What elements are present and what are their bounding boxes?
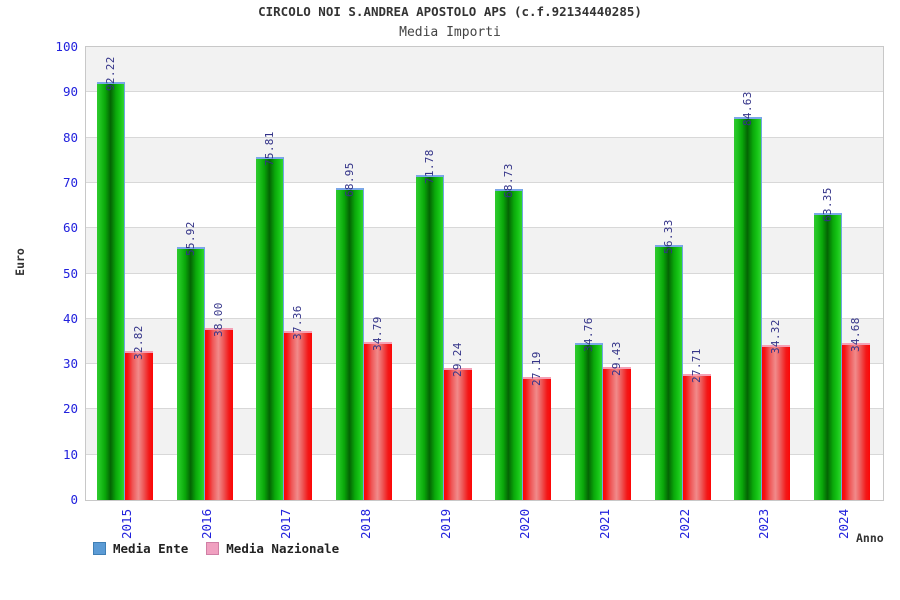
bar-value-label: 71.78 — [422, 149, 436, 184]
bar-media-ente-2019[interactable] — [415, 174, 444, 500]
grid-band — [86, 47, 883, 93]
bar-media-nazionale-2016[interactable] — [204, 327, 233, 500]
bar-media-ente-2020[interactable] — [495, 188, 524, 500]
bar-value-label: 29.43 — [610, 341, 624, 376]
gridline — [86, 317, 883, 319]
x-axis-label: Anno — [856, 531, 884, 545]
bar-media-nazionale-2022[interactable] — [682, 374, 711, 500]
y-axis-tick-label: 40 — [62, 310, 78, 326]
bar-value-label: 34.79 — [370, 316, 384, 352]
bar-media-nazionale-2018[interactable] — [363, 342, 392, 500]
bar-media-ente-2022[interactable] — [654, 244, 683, 500]
bar-media-nazionale-2019[interactable] — [443, 367, 472, 500]
grid-band — [86, 137, 883, 183]
bar-value-label: 27.19 — [530, 351, 544, 386]
gridline — [86, 227, 883, 229]
bar-value-label: 37.36 — [291, 305, 305, 340]
bar-media-ente-2017[interactable] — [256, 156, 285, 500]
bar-value-label: 27.71 — [689, 348, 703, 384]
legend-item-media-nazionale[interactable]: Media Nazionale — [206, 541, 339, 556]
bar-media-ente-2018[interactable] — [335, 187, 364, 500]
legend-label: Media Nazionale — [226, 541, 340, 556]
y-axis-tick-label: 80 — [62, 129, 78, 145]
bar-media-ente-2023[interactable] — [734, 116, 763, 500]
y-axis-label: Euro — [13, 248, 27, 276]
gridline — [86, 453, 883, 455]
gridline — [86, 363, 883, 365]
bar-media-nazionale-2023[interactable] — [762, 344, 791, 500]
bar-value-label: 84.63 — [741, 91, 755, 126]
gridline — [86, 408, 883, 410]
bar-value-label: 68.95 — [342, 162, 356, 197]
y-axis-tick-label: 70 — [62, 174, 78, 190]
legend-item-media-ente[interactable]: Media Ente — [93, 541, 188, 556]
chart-title: CIRCOLO NOI S.ANDREA APOSTOLO APS (c.f.9… — [258, 4, 642, 19]
bar-value-label: 29.24 — [450, 341, 464, 377]
bar-value-label: 75.81 — [263, 130, 277, 166]
bar-media-ente-2016[interactable] — [176, 246, 205, 500]
y-axis-tick-label: 90 — [62, 84, 78, 100]
bar-value-label: 32.82 — [131, 325, 145, 361]
bar-value-label: 38.00 — [211, 302, 225, 337]
x-axis-tick-label: 2024 — [836, 508, 852, 539]
grid-band — [86, 228, 883, 274]
bar-value-label: 56.33 — [661, 219, 675, 254]
x-axis-tick-label: 2019 — [437, 508, 453, 539]
x-axis-tick-label: 2023 — [756, 508, 772, 539]
legend-label: Media Ente — [113, 541, 189, 556]
x-axis-tick-label: 2018 — [357, 508, 373, 539]
bar-value-label: 68.73 — [502, 163, 516, 198]
x-axis-tick-label: 2015 — [118, 508, 134, 539]
bar-media-nazionale-2021[interactable] — [603, 366, 632, 500]
x-axis-tick-label: 2020 — [517, 508, 533, 539]
chart-legend: Media Ente Media Nazionale — [93, 541, 339, 556]
y-axis-tick-label: 50 — [62, 265, 78, 281]
bar-media-ente-2021[interactable] — [575, 342, 604, 500]
y-axis-tick-label: 30 — [62, 356, 78, 372]
bar-media-ente-2015[interactable] — [96, 82, 125, 500]
bar-media-nazionale-2024[interactable] — [842, 342, 871, 500]
bar-media-nazionale-2015[interactable] — [124, 351, 153, 500]
legend-swatch-icon — [206, 542, 220, 555]
bar-value-label: 63.35 — [821, 187, 835, 223]
y-axis-ticks: 0 10 20 30 40 50 60 70 80 90 100 — [0, 40, 78, 506]
gridline — [86, 91, 883, 93]
bar-value-label: 34.76 — [582, 316, 596, 352]
y-axis-tick-label: 100 — [55, 39, 78, 54]
gridline — [86, 272, 883, 274]
bar-media-nazionale-2020[interactable] — [523, 376, 552, 500]
bar-media-nazionale-2017[interactable] — [284, 330, 313, 500]
x-axis-tick-label: 2022 — [676, 508, 692, 539]
gridline — [86, 136, 883, 138]
bar-value-label: 92.22 — [103, 56, 117, 92]
x-axis-tick-label: 2016 — [198, 508, 214, 539]
gridline — [86, 181, 883, 183]
y-axis-tick-label: 20 — [62, 401, 78, 417]
bar-value-label: 55.92 — [183, 221, 197, 256]
y-axis-tick-label: 60 — [62, 220, 78, 236]
x-axis-tick-label: 2017 — [278, 508, 294, 539]
bar-media-ente-2024[interactable] — [814, 213, 843, 500]
legend-swatch-icon — [93, 542, 106, 555]
plot-area: 92.22 32.82 55.92 38.00 75.81 37.36 68.95 34.79… — [85, 46, 884, 501]
x-axis-tick-label: 2021 — [597, 508, 613, 539]
bar-value-label: 34.32 — [769, 318, 783, 354]
bar-value-label: 34.68 — [849, 317, 863, 352]
chart-subtitle: Media Importi — [399, 25, 501, 40]
y-axis-tick-label: 0 — [70, 492, 78, 507]
y-axis-tick-label: 10 — [62, 446, 78, 462]
